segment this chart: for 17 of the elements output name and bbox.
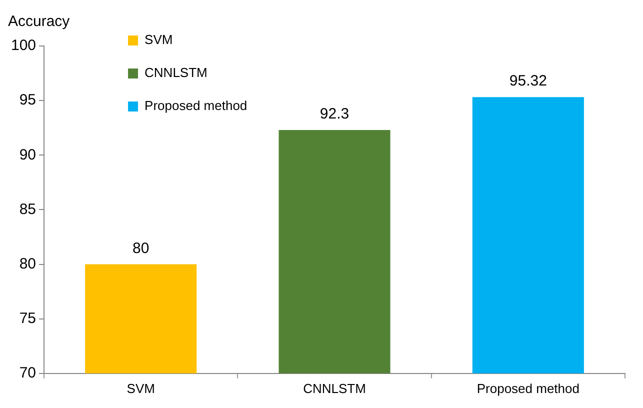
x-tick-label: CNNLSTM <box>303 380 366 396</box>
data-label: 95.32 <box>509 72 547 90</box>
legend-label: SVM <box>144 32 173 48</box>
y-tick-label: 80 <box>19 255 36 272</box>
y-tick-label: 85 <box>19 200 36 218</box>
data-label: 92.3 <box>320 106 350 123</box>
x-tick-label: SVM <box>126 380 155 396</box>
y-tick-label: 70 <box>19 364 36 382</box>
x-tick-label: Proposed method <box>476 380 580 396</box>
data-label: 80 <box>132 240 150 257</box>
y-tick-label: 95 <box>19 92 36 109</box>
y-axis-title: Accuracy <box>8 13 70 30</box>
y-tick-label: 100 <box>10 37 36 54</box>
legend-label: CNNLSTM <box>144 65 208 80</box>
y-tick-label: 90 <box>19 146 36 164</box>
y-tick-label: 75 <box>19 310 36 327</box>
legend-label: Proposed method <box>144 98 248 114</box>
